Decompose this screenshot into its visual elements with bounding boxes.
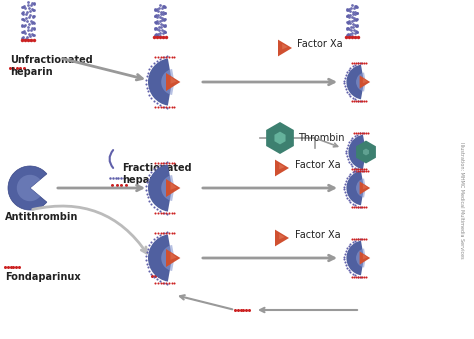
Wedge shape <box>161 245 174 271</box>
Wedge shape <box>356 178 366 198</box>
Text: Unfractionated
heparin: Unfractionated heparin <box>10 55 93 77</box>
Polygon shape <box>166 179 181 197</box>
Polygon shape <box>360 252 370 265</box>
Wedge shape <box>346 171 364 205</box>
Text: Fractionated
heparin: Fractionated heparin <box>122 163 191 185</box>
Text: Factor Xa: Factor Xa <box>295 230 341 240</box>
Polygon shape <box>363 78 367 83</box>
Text: Illustration: MHMC Medical Multimedia Services: Illustration: MHMC Medical Multimedia Se… <box>459 142 465 258</box>
Text: Antithrombin: Antithrombin <box>5 212 78 222</box>
Wedge shape <box>356 73 366 92</box>
Wedge shape <box>17 175 40 201</box>
Polygon shape <box>275 230 289 246</box>
Wedge shape <box>346 241 364 275</box>
Wedge shape <box>161 69 174 95</box>
Wedge shape <box>8 166 47 210</box>
Text: Factor Xa: Factor Xa <box>297 39 343 49</box>
Wedge shape <box>148 58 172 106</box>
Polygon shape <box>166 73 181 91</box>
Polygon shape <box>360 181 370 195</box>
Polygon shape <box>171 183 177 190</box>
Polygon shape <box>279 234 285 239</box>
Wedge shape <box>148 164 172 212</box>
Polygon shape <box>274 132 285 144</box>
Wedge shape <box>161 175 174 201</box>
Text: Factor Xa: Factor Xa <box>295 160 341 170</box>
Text: Thrombin: Thrombin <box>298 133 345 143</box>
Polygon shape <box>363 184 367 189</box>
Polygon shape <box>279 164 285 170</box>
Wedge shape <box>148 234 172 282</box>
Polygon shape <box>278 40 292 56</box>
Wedge shape <box>358 142 368 161</box>
Polygon shape <box>266 122 294 154</box>
Polygon shape <box>363 254 367 259</box>
Polygon shape <box>171 253 177 260</box>
Polygon shape <box>363 148 369 156</box>
Polygon shape <box>282 44 288 49</box>
Wedge shape <box>348 135 366 170</box>
Polygon shape <box>171 77 177 84</box>
Text: Fondaparinux: Fondaparinux <box>5 272 81 282</box>
Wedge shape <box>356 248 366 267</box>
Polygon shape <box>356 141 376 163</box>
Polygon shape <box>275 160 289 176</box>
Polygon shape <box>166 249 181 267</box>
Wedge shape <box>346 65 364 99</box>
Polygon shape <box>360 75 370 88</box>
